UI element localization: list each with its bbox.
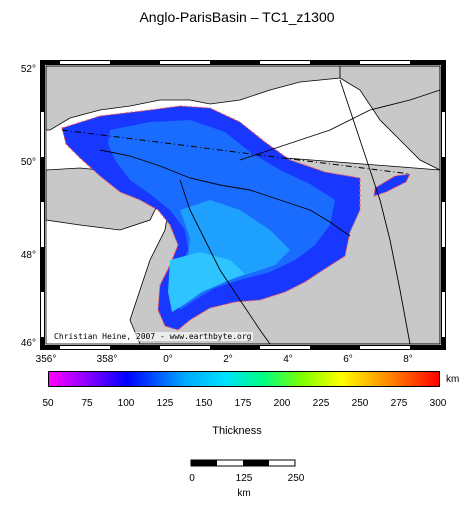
lat-tick-46: 46° [20,338,36,349]
lon-tick-2: 2° [223,354,233,365]
scale-tick-125: 125 [235,473,253,484]
scale-bar [190,459,296,467]
lat-tick-48: 48° [20,250,36,261]
colorbar-tick: 125 [156,398,174,409]
colorbar-gradient [49,372,439,386]
colorbar-tick: 300 [429,398,447,409]
border-line-2 [179,179,271,345]
lat-tick-50: 50° [20,157,36,168]
lon-tick-8: 8° [403,354,413,365]
lon-tick-4: 4° [283,354,293,365]
colorbar-tick: 50 [42,398,54,409]
border-line-4 [239,89,441,161]
colorbar-tick: 225 [312,398,330,409]
colorbar [48,371,440,387]
frame-border [40,60,446,350]
scale-unit: km [237,488,251,499]
colorbar-tick: 100 [117,398,135,409]
lon-tick-6: 6° [343,354,353,365]
border-line-3 [339,79,411,345]
colorbar-tick: 175 [234,398,252,409]
basin-east-strip [373,173,411,197]
basin-lightest [168,252,245,312]
lon-tick-356: 356° [35,354,57,365]
border-line [99,149,351,237]
map-frame [40,60,446,350]
colorbar-tick: 200 [273,398,291,409]
colorbar-tick: 75 [81,398,93,409]
map-title: Anglo-ParisBasin – TC1_z1300 [139,9,335,25]
colorbar-tick: 250 [351,398,369,409]
colorbar-tick: 150 [195,398,213,409]
lon-tick-0: 0° [163,354,173,365]
colorbar-unit: km [446,374,460,385]
scale-tick-0: 0 [189,473,195,484]
land-britain [45,65,341,131]
colorbar-label: Thickness [212,425,262,437]
lon-tick-358: 358° [96,354,118,365]
colorbar-tick: 275 [390,398,408,409]
map-credit: Christian Heine, 2007 - www.earthbyte.or… [52,332,254,341]
lat-tick-52: 52° [20,64,36,75]
scale-tick-250: 250 [287,473,305,484]
